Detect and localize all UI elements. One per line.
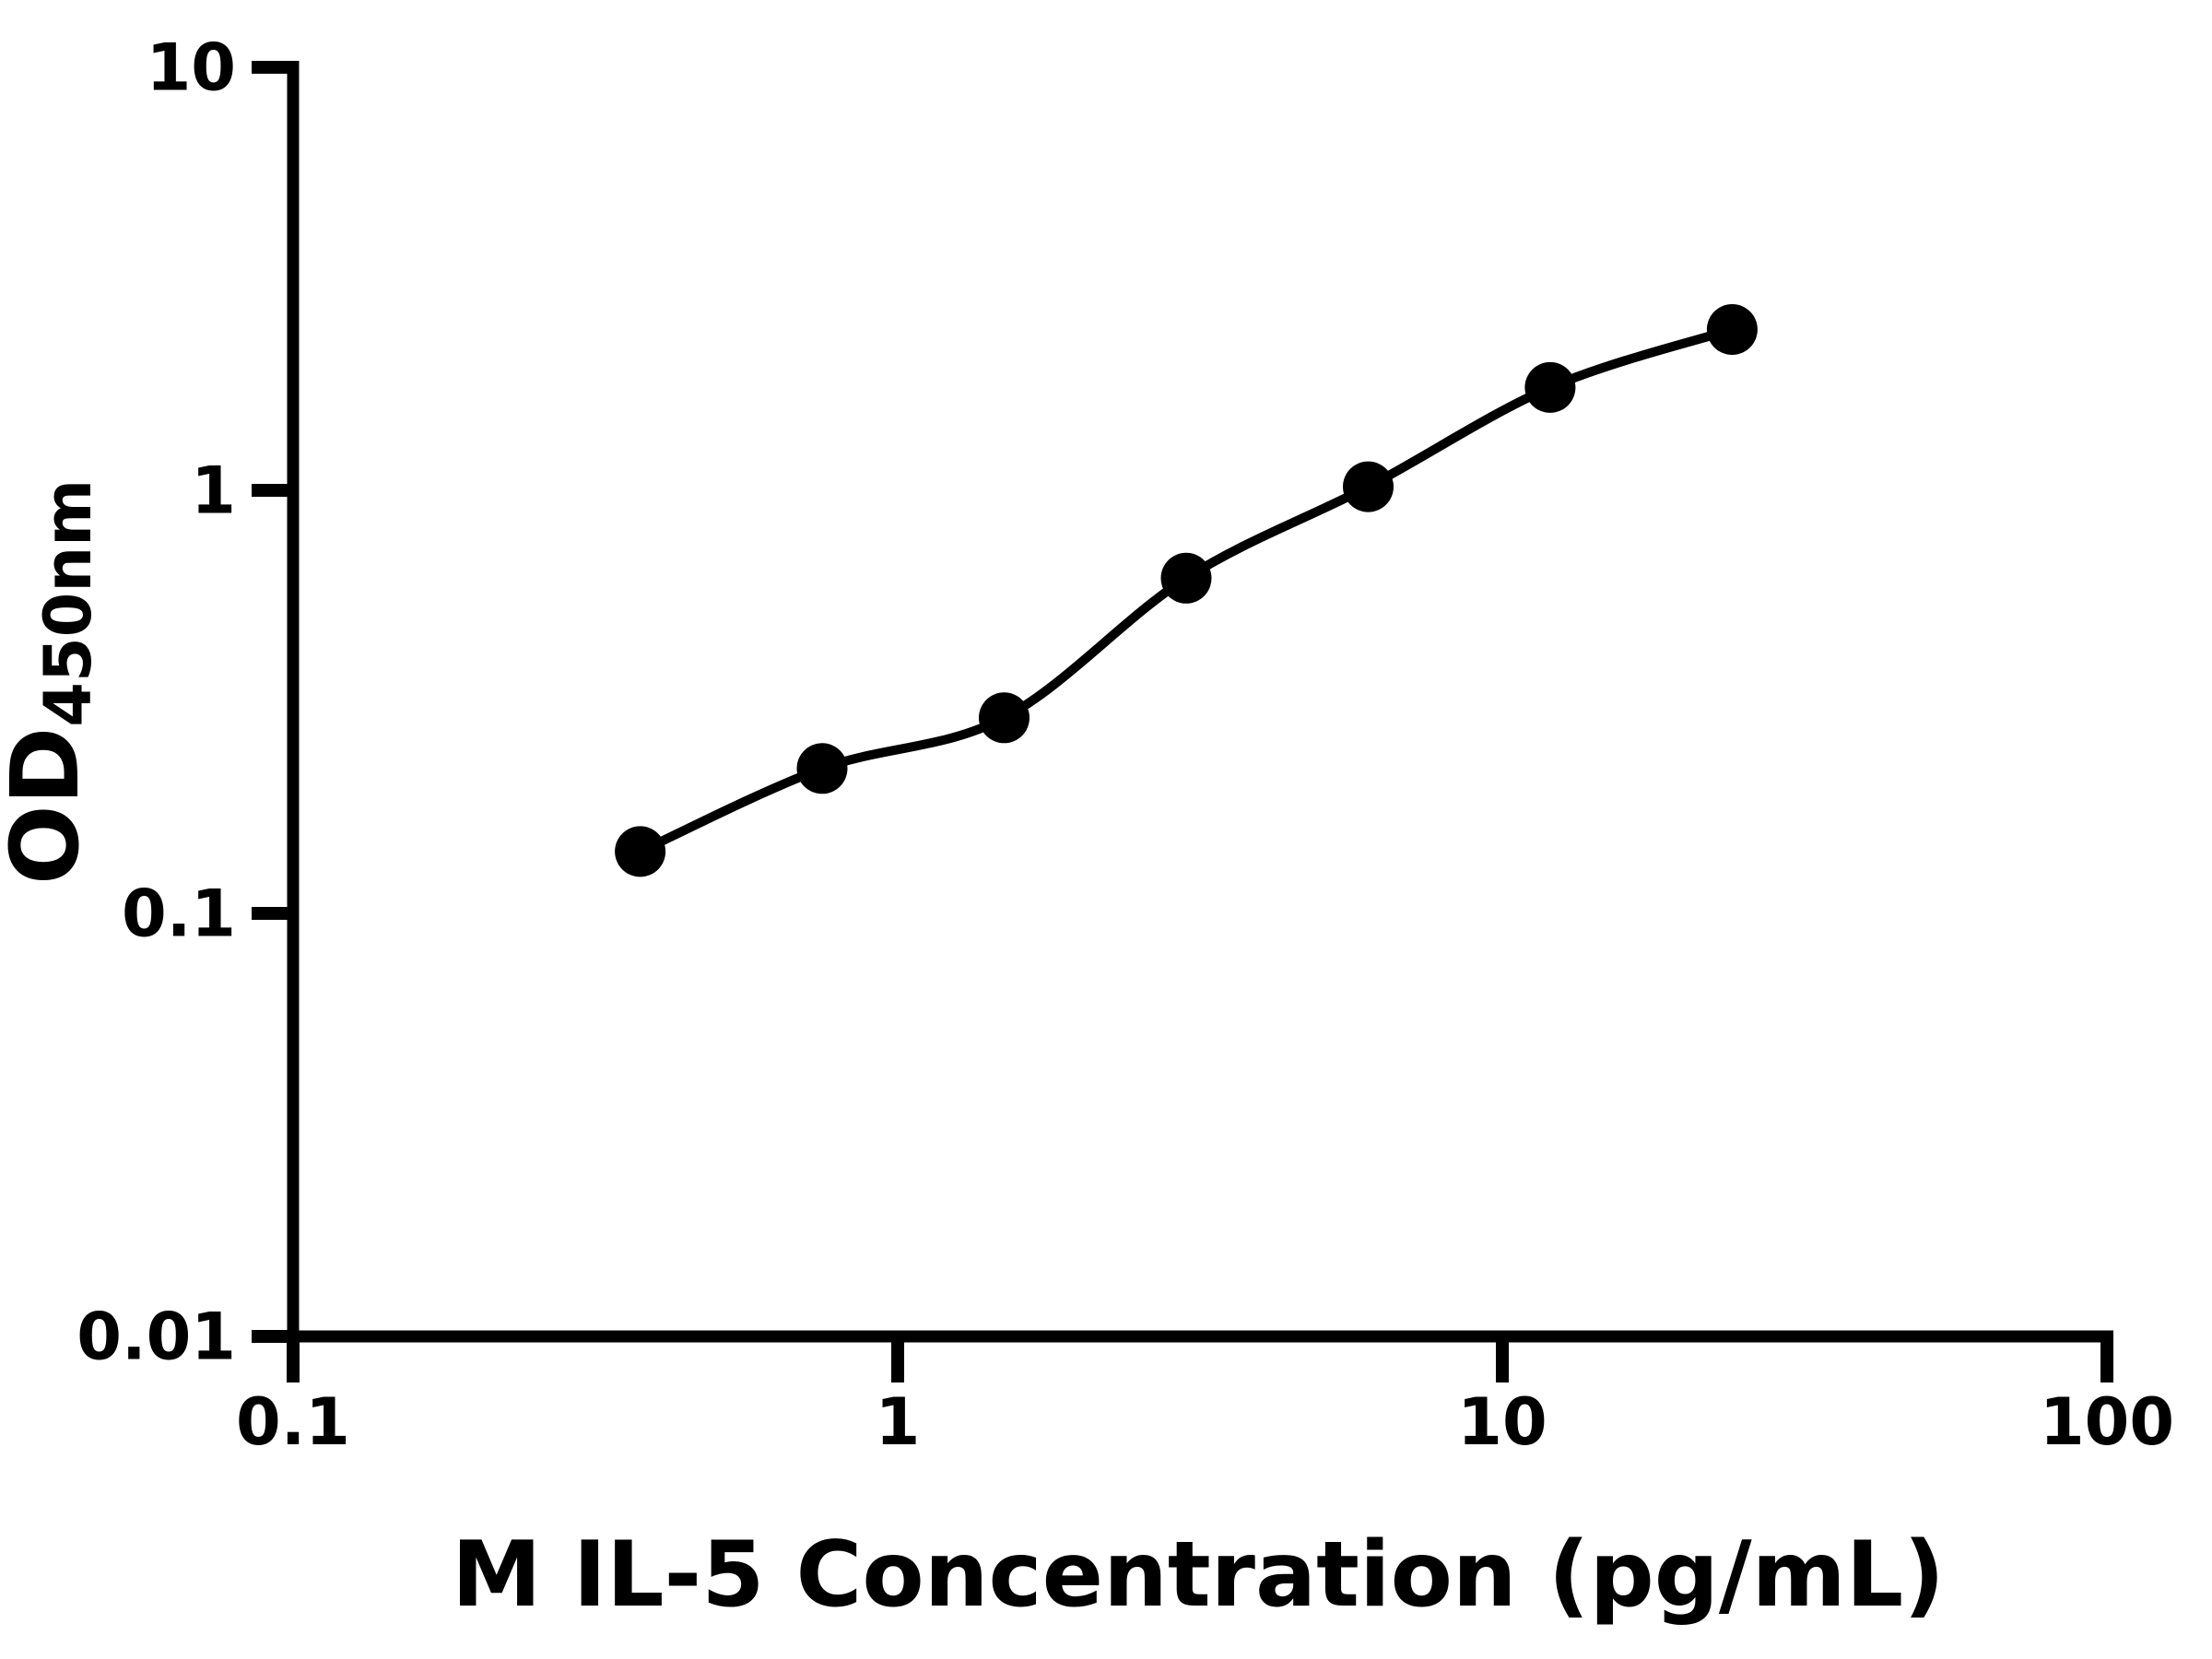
y-axis-title-sub: 450nm: [30, 479, 106, 727]
x-tick-label: 100: [2040, 1384, 2174, 1460]
data-point-marker: [615, 826, 666, 877]
data-point-marker: [1524, 361, 1576, 413]
y-tick-label: 1: [191, 453, 236, 529]
data-point-marker: [979, 692, 1030, 744]
x-tick-label: 10: [1457, 1384, 1547, 1460]
data-point-marker: [1160, 552, 1212, 604]
axes-layer: [287, 61, 2113, 1382]
data-point-marker: [796, 743, 848, 794]
x-tick-label: 1: [876, 1384, 921, 1460]
x-axis-title: M IL-5 Concentration (pg/mL): [452, 1523, 1945, 1628]
data-point-marker: [1706, 304, 1758, 355]
ticks-layer: [252, 61, 2113, 1382]
y-axis-title-main: OD: [0, 727, 100, 885]
series-layer: [615, 304, 1758, 877]
y-tick-label: 10: [147, 30, 236, 106]
x-tick-label: 0.1: [236, 1384, 350, 1460]
y-tick-label: 0.1: [122, 877, 236, 952]
y-axis-title: OD450nm: [0, 479, 106, 885]
y-tick-label: 0.01: [76, 1300, 236, 1375]
data-point-marker: [1343, 461, 1394, 512]
